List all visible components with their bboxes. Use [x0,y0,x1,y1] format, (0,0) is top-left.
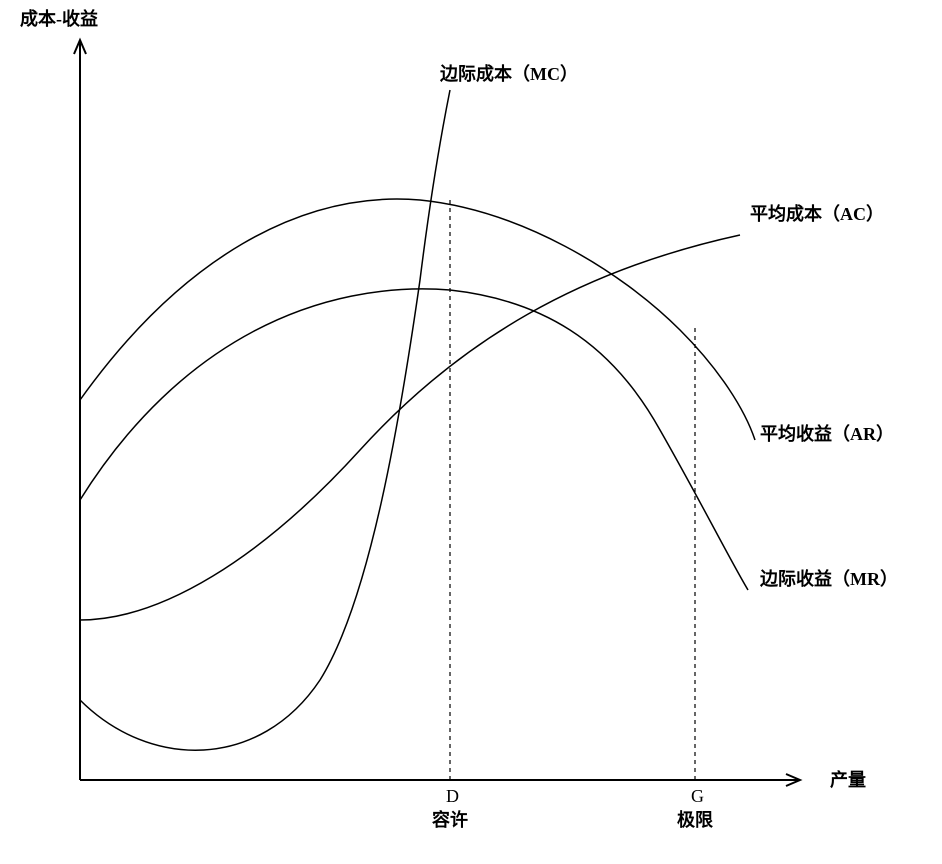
axes-group [74,40,800,786]
economics-cost-revenue-diagram: 成本-收益 产量 边际成本（MC） 平均成本（AC） 平均收益（AR） 边际收益… [0,0,942,864]
curve-average-cost [80,235,740,620]
curve-marginal-cost [80,90,450,750]
marker-letter-d: D [446,786,459,806]
curve-marginal-revenue [80,289,748,590]
marker-sublabel-d: 容许 [432,809,468,830]
y-axis-label: 成本-收益 [20,8,98,29]
curve-average-revenue [80,199,755,440]
marker-letter-g: G [691,786,704,806]
label-marginal-revenue: 边际收益（MR） [759,568,898,589]
label-average-revenue: 平均收益（AR） [760,423,894,444]
label-average-cost: 平均成本（AC） [750,203,884,224]
diagram-svg: 成本-收益 产量 边际成本（MC） 平均成本（AC） 平均收益（AR） 边际收益… [0,0,942,864]
label-marginal-cost: 边际成本（MC） [439,63,578,84]
marker-sublabel-g: 极限 [677,810,714,830]
x-axis-label: 产量 [830,769,866,790]
